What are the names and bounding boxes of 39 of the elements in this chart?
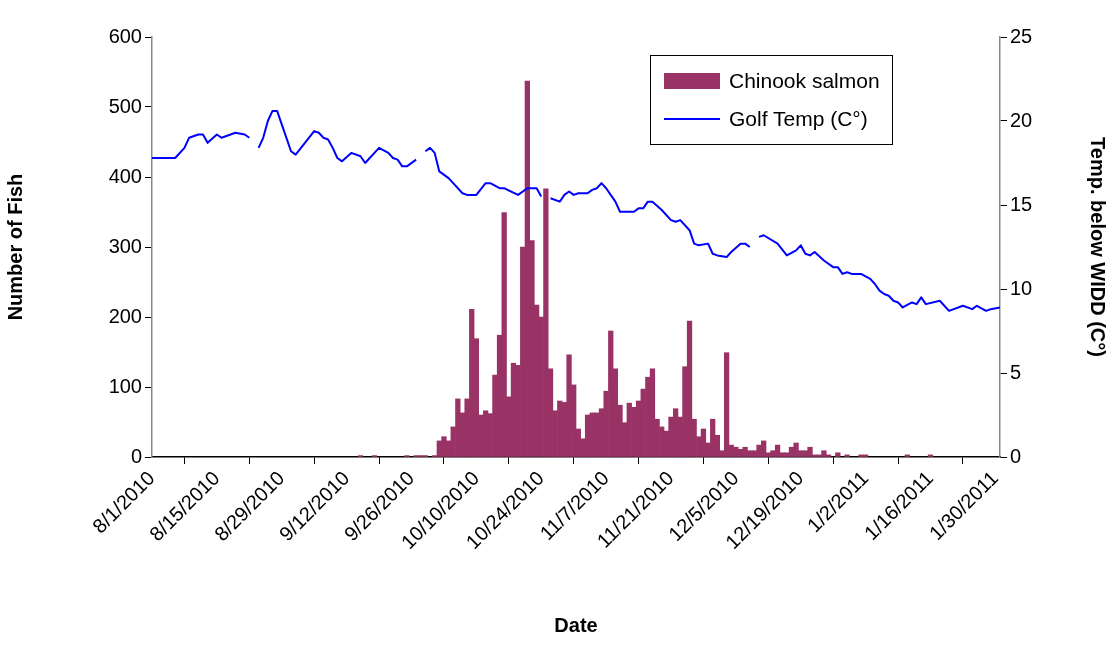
bar (756, 444, 762, 457)
bar (501, 212, 507, 457)
bar (821, 450, 827, 457)
y-tick-label: 0 (130, 444, 142, 467)
y2-tick-label: 10 (1010, 276, 1033, 299)
y-axis-title: Number of Fish (3, 173, 26, 321)
y-tick-label: 100 (108, 374, 142, 397)
bar (686, 320, 693, 457)
bar (742, 446, 748, 457)
bar (482, 410, 489, 457)
bar (807, 446, 813, 457)
bar (543, 188, 549, 457)
bar (733, 446, 739, 457)
bar (672, 408, 679, 457)
y2-tick-label: 20 (1010, 108, 1033, 131)
y-tick-label: 200 (108, 304, 142, 327)
y2-tick-label: 0 (1010, 444, 1022, 467)
y-tick-label: 500 (108, 94, 142, 117)
y2-axis-title: Temp. below WIDD (C°) (1087, 137, 1110, 357)
bar (793, 442, 799, 457)
bar (844, 454, 850, 457)
bar (584, 414, 591, 457)
y-tick-label: 600 (108, 24, 142, 47)
y2-tick-label: 15 (1010, 192, 1033, 215)
y-tick-label: 400 (108, 164, 142, 187)
bar (774, 444, 781, 457)
bar (723, 352, 730, 457)
y2-tick-label: 5 (1010, 360, 1022, 383)
y-tick-label: 300 (108, 234, 142, 257)
bar (557, 400, 563, 457)
bar (835, 452, 841, 457)
y2-tick-label: 25 (1010, 24, 1033, 47)
bar (566, 354, 572, 457)
legend-label: Chinook salmon (729, 69, 880, 93)
bar (441, 436, 447, 457)
bar (455, 398, 461, 457)
x-axis-title: Date (554, 613, 598, 636)
legend-label: Golf Temp (C°) (729, 107, 868, 131)
bar (594, 412, 600, 457)
